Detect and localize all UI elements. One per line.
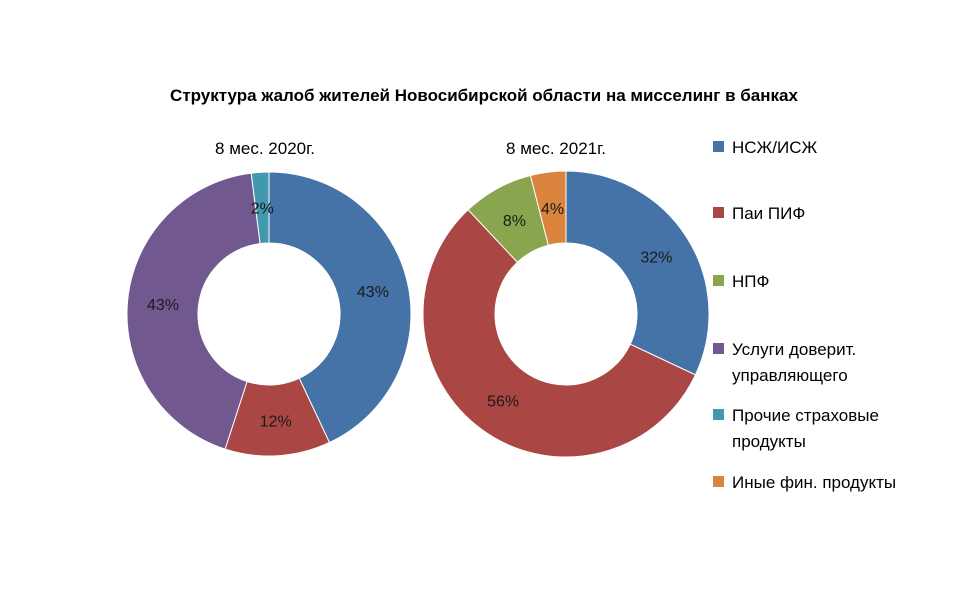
slice-прочие-страховые-продукты [250, 171, 270, 245]
slice-label-прочие-страховые-продукты: 2% [251, 201, 274, 218]
slice-label-нсж-исж: 32% [640, 250, 672, 267]
legend-label-паи-пиф: Паи ПИФ [732, 204, 805, 223]
slice-нсж-исж [565, 170, 710, 376]
legend-swatch-нпф [713, 275, 724, 286]
legend-label-прочие-страховые-продукты: Прочие страховые продукты [732, 406, 879, 451]
slice-нсж-исж [268, 171, 412, 444]
slice-label-нсж-исж: 43% [357, 284, 389, 301]
legend-swatch-паи-пиф [713, 207, 724, 218]
donut-subtitle-2020: 8 мес. 2020г. [215, 139, 315, 158]
slice-паи-пиф [422, 209, 697, 458]
chart-legend: НСЖ/ИСЖ Паи ПИФ НПФ Услуги доверит. управляю… [713, 138, 896, 492]
slice-услуги-доверит-управляющего [126, 172, 261, 450]
donut-subtitle-2021: 8 мес. 2021г. [506, 139, 606, 158]
slice-label-паи-пиф: 12% [260, 413, 292, 430]
slice-иные-фин-продукты [529, 170, 567, 246]
legend-label-нпф: НПФ [732, 272, 769, 291]
slice-label-иные-фин-продукты: 4% [541, 201, 564, 218]
legend-label-нсж-исж: НСЖ/ИСЖ [732, 138, 817, 157]
legend-swatch-прочие-страховые-продукты [713, 409, 724, 420]
legend-label-иные-фин-продукты: Иные фин. продукты [732, 473, 896, 492]
donut-chart-2021: 8 мес. 2021г. 32% 56% 8% 4% [422, 139, 710, 458]
chart-title: Структура жалоб жителей Новосибирской об… [170, 86, 798, 105]
slice-label-нпф: 8% [503, 213, 526, 230]
slice-label-паи-пиф: 56% [487, 394, 519, 411]
legend-label-услуги-доверит-управляющего: Услуги доверит. управляющего [732, 340, 856, 385]
legend-swatch-услуги-доверит-управляющего [713, 343, 724, 354]
slice-label-услуги-доверит-управляющего: 43% [147, 297, 179, 314]
legend-swatch-нсж-исж [713, 141, 724, 152]
legend-swatch-иные-фин-продукты [713, 476, 724, 487]
donut-chart-2020: 8 мес. 2020г. 43% 12% 43% 2% [126, 139, 412, 457]
